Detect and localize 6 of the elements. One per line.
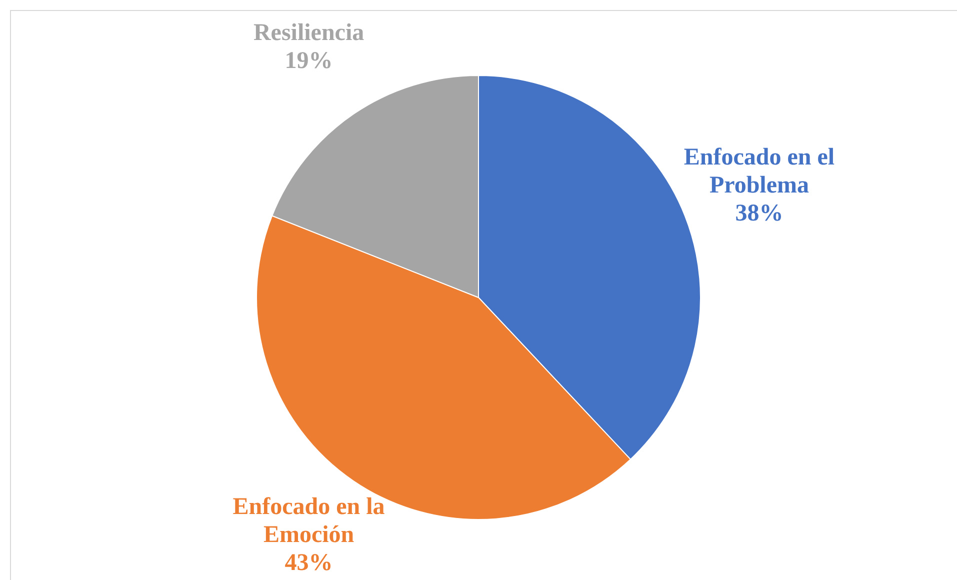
data-label: 38% <box>735 200 784 227</box>
slice-label: Enfocado en la Emoción <box>232 494 385 548</box>
slice-label: Resiliencia <box>253 20 364 46</box>
slice-label: Enfocado en el Problema <box>684 144 835 199</box>
data-label: 43% <box>284 550 333 576</box>
data-label: 19% <box>284 48 333 74</box>
